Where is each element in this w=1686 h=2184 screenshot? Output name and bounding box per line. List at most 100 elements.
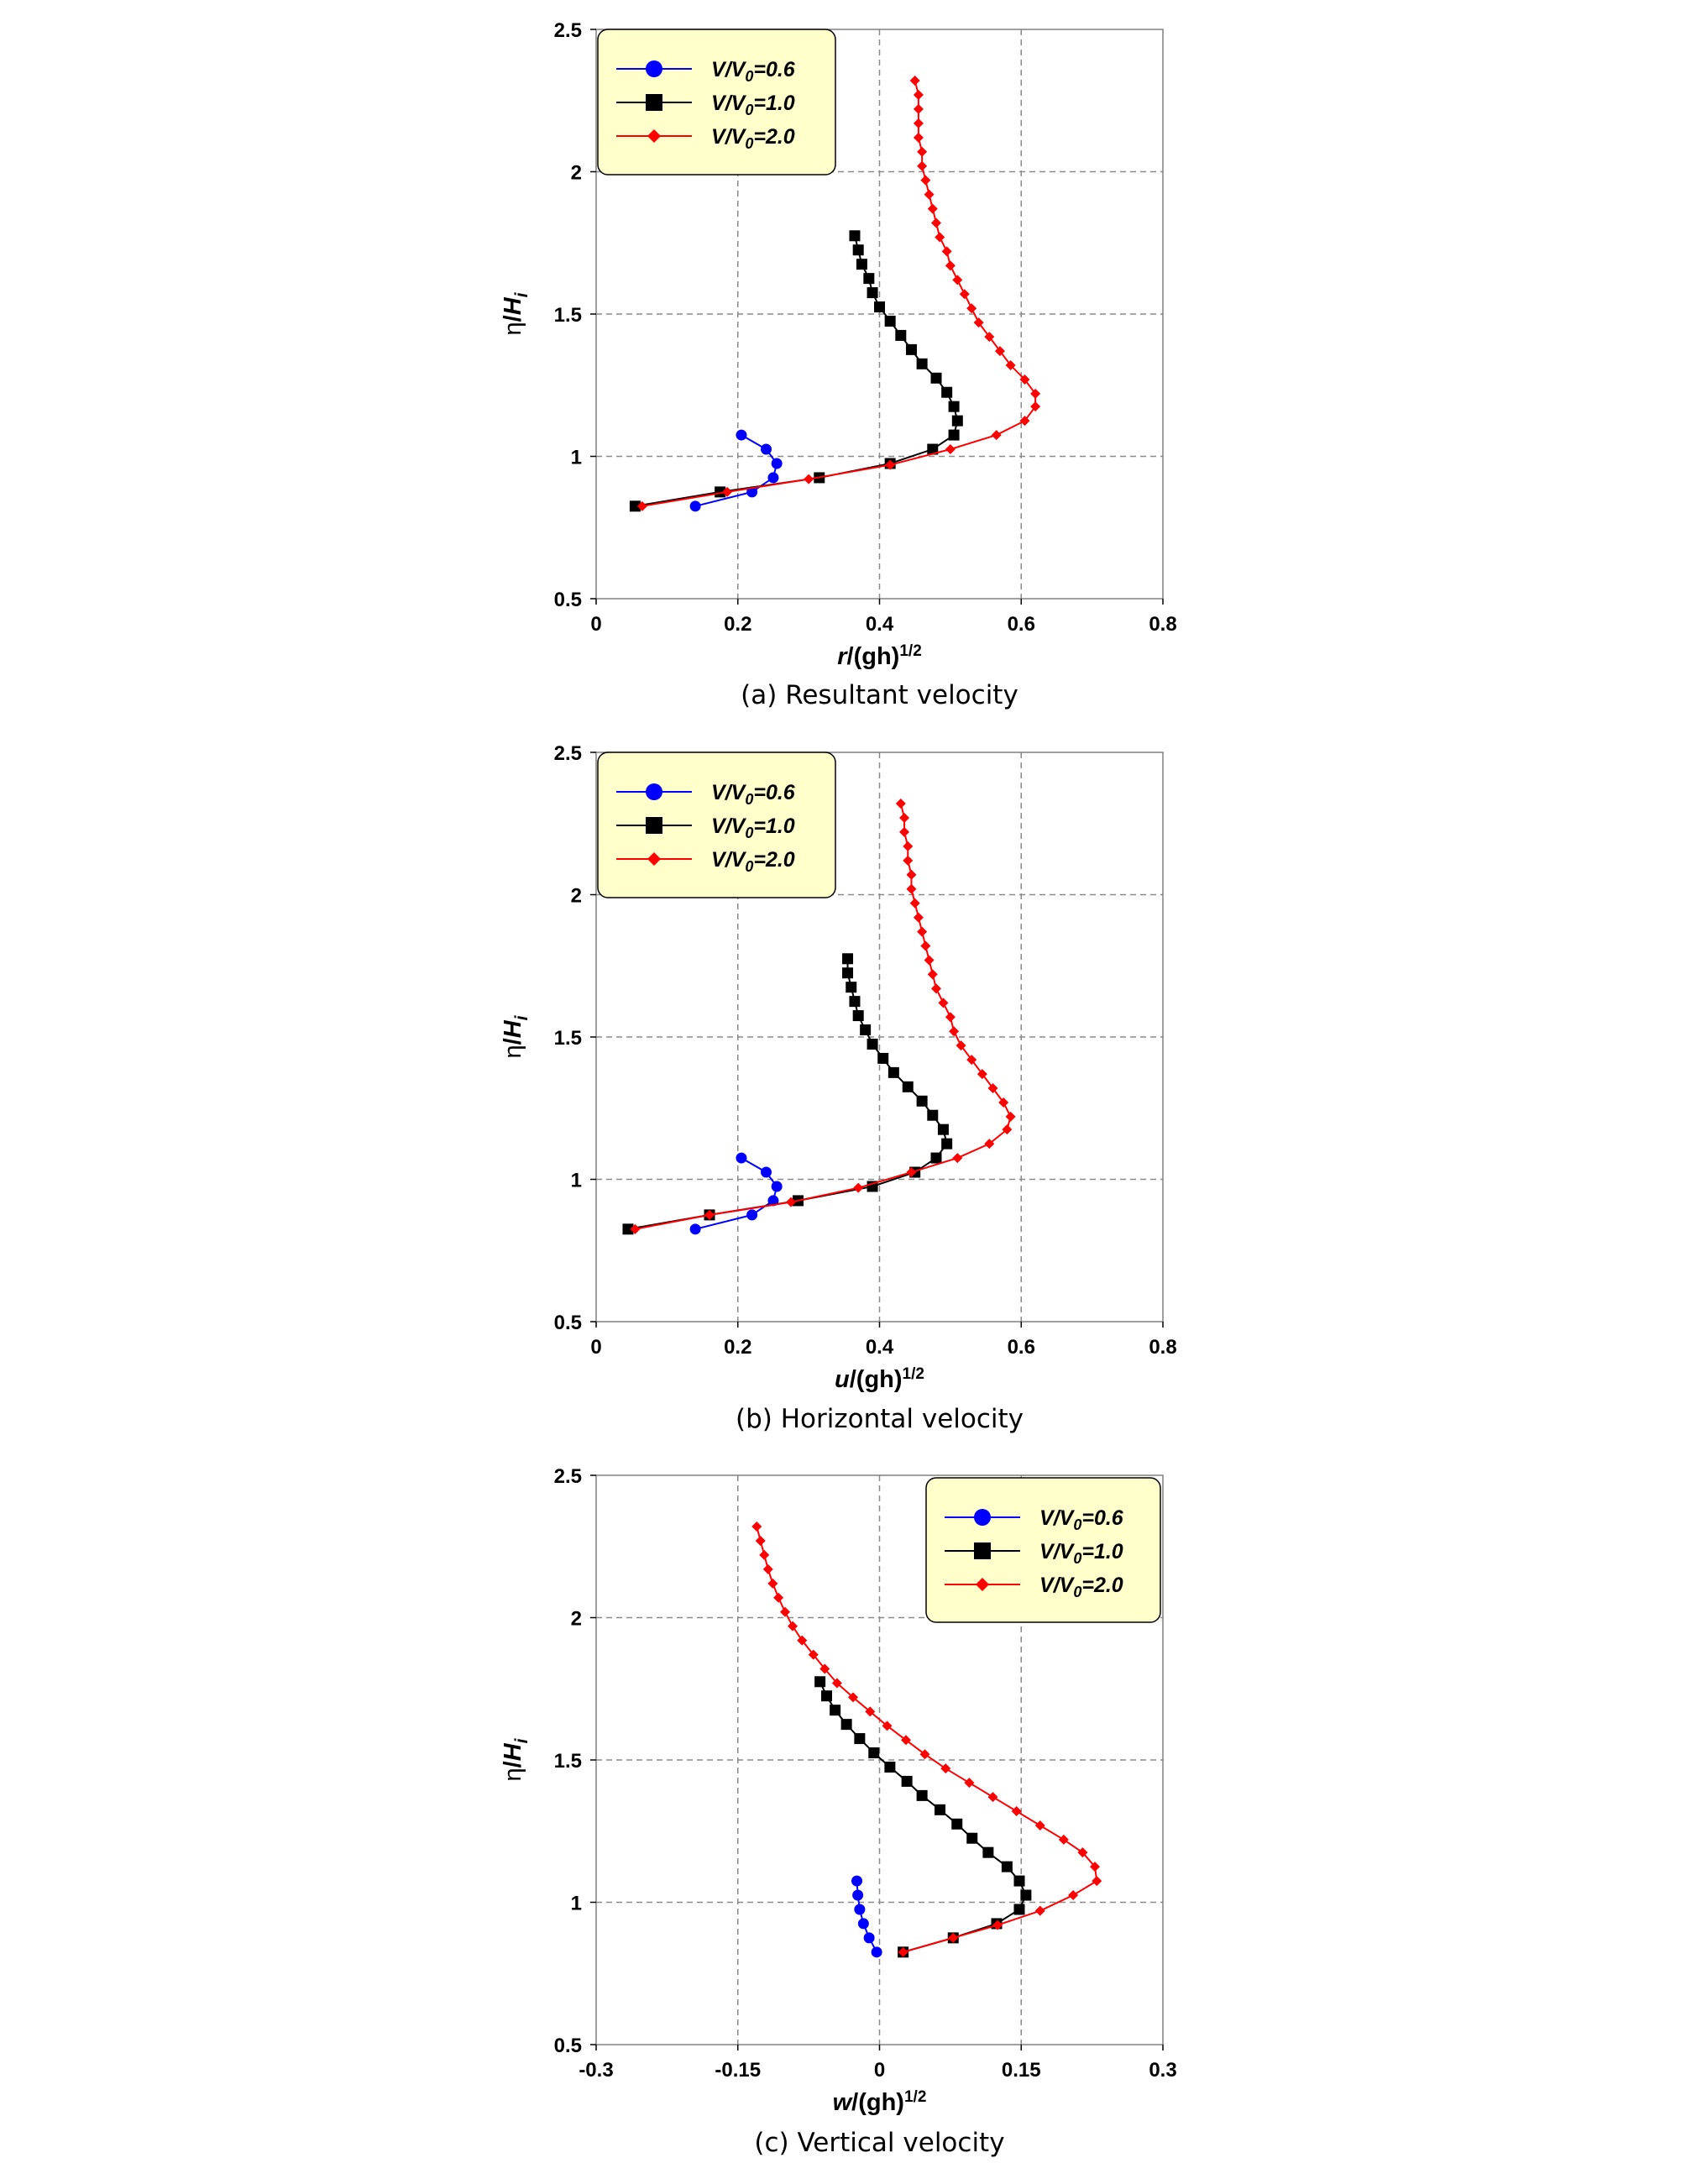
data-point <box>877 1052 889 1064</box>
data-point <box>938 998 949 1008</box>
x-tick-label: 0.3 <box>1149 2059 1176 2082</box>
legend-label: V/V0=1.0 <box>711 814 795 841</box>
y-axis-label-sub: i <box>512 1737 531 1743</box>
data-point <box>867 1038 878 1050</box>
legend-marker <box>646 783 662 800</box>
legend-label: V/V0=0.6 <box>711 58 796 85</box>
x-axis-label-sup: 1/2 <box>903 1365 924 1383</box>
data-point <box>952 1153 963 1164</box>
data-point <box>773 1592 784 1603</box>
legend-label-sub: 0 <box>745 135 753 152</box>
legend-marker <box>974 1542 991 1559</box>
legend-label-part: V <box>731 92 747 115</box>
data-point <box>814 1676 826 1688</box>
data-point <box>1011 1806 1022 1817</box>
y-axis-label-slash: / <box>500 1761 526 1768</box>
data-point <box>927 203 938 214</box>
data-point <box>899 826 910 837</box>
y-tick-label: 2.5 <box>554 19 582 42</box>
data-point <box>865 1706 876 1717</box>
legend-marker <box>974 1509 991 1526</box>
y-tick-label: 0.5 <box>554 2035 582 2057</box>
data-point <box>1019 416 1030 427</box>
data-point <box>857 1918 869 1930</box>
data-point <box>629 500 641 512</box>
y-tick-label: 2.5 <box>554 1465 582 1488</box>
legend-label-part: / <box>725 781 734 804</box>
data-point <box>964 1778 975 1789</box>
data-point <box>1090 1862 1100 1872</box>
data-point <box>856 259 867 270</box>
data-point <box>868 1747 880 1759</box>
data-point <box>771 1181 783 1192</box>
legend-label-sub: 0 <box>745 102 753 118</box>
data-point <box>930 372 942 384</box>
data-point <box>898 1946 908 1957</box>
data-point <box>982 1846 994 1858</box>
legend-label-part: V <box>1060 1506 1076 1530</box>
legend-label-part: V <box>731 125 747 149</box>
legend-label-sub: 0 <box>1073 1550 1081 1567</box>
data-point <box>984 332 995 343</box>
data-point <box>854 1904 866 1915</box>
data-point <box>913 912 924 923</box>
y-axis-label: η/Hi <box>500 1737 531 1781</box>
y-tick-label: 0.5 <box>554 589 582 611</box>
legend-label-sub: 0 <box>1073 1584 1081 1600</box>
legend-marker <box>647 129 661 143</box>
data-point <box>927 443 939 455</box>
legend-label-sub: 0 <box>745 68 753 85</box>
data-point <box>917 926 928 937</box>
legend-label-part: V <box>1060 1574 1076 1597</box>
data-point <box>761 1166 772 1178</box>
y-axis-label-eta: η <box>500 1045 526 1058</box>
y-tick-label: 1 <box>571 447 582 469</box>
chart-panel-0: 0 0.2 0.4 0.6 0.80.511.522.5r/(gh)1/2η/HiV/V… <box>500 19 1177 710</box>
data-point <box>917 146 928 157</box>
legend-label-part: =2.0 <box>753 848 794 872</box>
chart-panel-1: 0 0.2 0.4 0.6 0.80.511.522.5u/(gh)1/2η/HiV/V… <box>500 742 1177 1434</box>
data-point <box>761 443 772 455</box>
x-tick-label: 0.4 <box>866 613 894 636</box>
data-point <box>948 429 960 441</box>
x-tick-label: 0.4 <box>866 1336 894 1359</box>
data-point <box>840 1719 852 1731</box>
data-point <box>1020 1889 1032 1901</box>
data-point <box>762 1563 773 1574</box>
y-tick-label: 2 <box>571 885 582 908</box>
data-point <box>901 1735 911 1746</box>
y-axis-label: η/Hi <box>500 1014 531 1058</box>
legend-label-part: / <box>1053 1506 1062 1530</box>
data-point <box>895 329 907 341</box>
data-point <box>736 1152 747 1164</box>
legend-label-part: V <box>731 781 747 804</box>
series-line <box>627 958 948 1230</box>
data-point <box>715 486 726 498</box>
y-axis-label-sub: i <box>512 291 531 297</box>
data-point <box>846 982 857 993</box>
data-point <box>1013 1904 1025 1915</box>
data-point <box>1019 374 1030 385</box>
data-point <box>871 1946 882 1958</box>
y-tick-label: 1 <box>571 1170 582 1192</box>
data-point <box>819 1663 830 1674</box>
x-axis-label: w/(gh)1/2 <box>833 2088 927 2116</box>
x-tick-label: 0.15 <box>1002 2059 1041 2082</box>
data-point <box>909 898 920 909</box>
data-point <box>940 1763 951 1774</box>
series-1 <box>814 1676 1032 1958</box>
data-point <box>874 301 885 313</box>
data-point <box>906 883 917 894</box>
data-point <box>931 217 941 228</box>
data-point <box>1034 1905 1045 1916</box>
data-point <box>941 246 952 257</box>
data-point <box>987 1792 998 1803</box>
data-point <box>903 841 914 851</box>
y-tick-label: 1.5 <box>554 304 582 327</box>
data-point <box>984 1139 995 1150</box>
data-point <box>901 1775 913 1787</box>
data-point <box>992 1920 1003 1930</box>
legend-label-part: =0.6 <box>753 58 795 81</box>
y-axis-label-sub: i <box>512 1014 531 1020</box>
x-tick-label: 0 <box>590 1336 601 1359</box>
